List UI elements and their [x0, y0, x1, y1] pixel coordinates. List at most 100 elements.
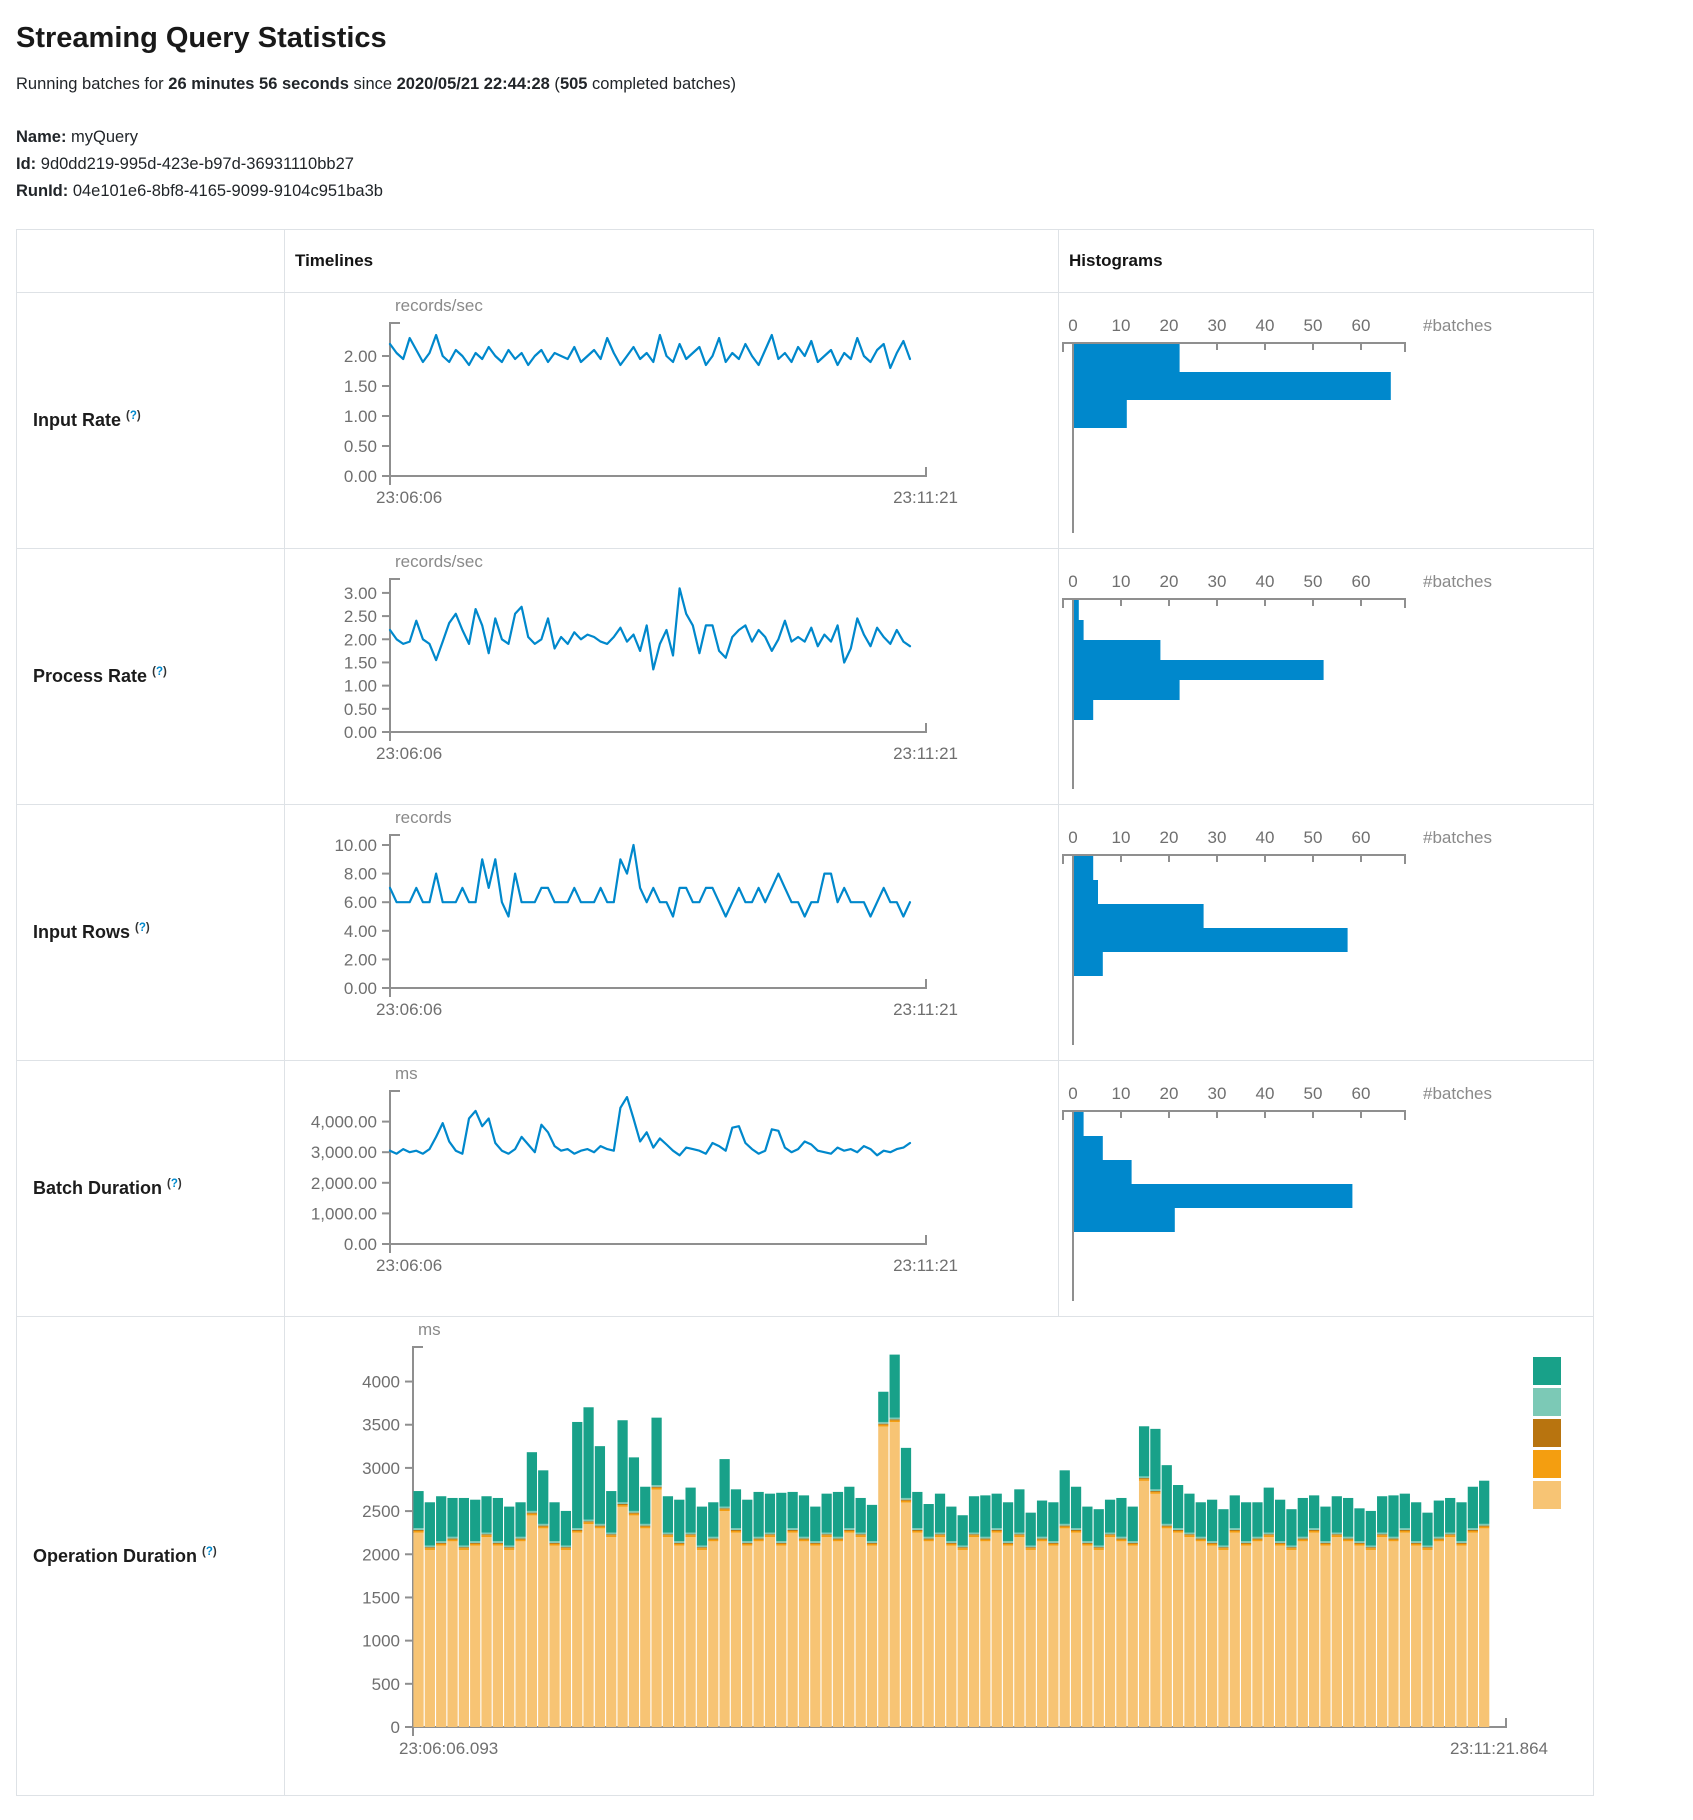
svg-text:0: 0 — [1068, 1084, 1077, 1103]
svg-text:50: 50 — [1304, 572, 1323, 591]
svg-text:23:06:06: 23:06:06 — [376, 744, 442, 763]
svg-text:#batches: #batches — [1423, 1084, 1492, 1103]
query-id-line: Id: 9d0dd219-995d-423e-b97d-36931110bb27 — [16, 155, 1693, 174]
svg-text:40: 40 — [1256, 828, 1275, 847]
summary-prefix: Running batches for — [16, 75, 169, 93]
svg-text:20: 20 — [1160, 316, 1179, 335]
svg-text:50: 50 — [1304, 1084, 1323, 1103]
query-meta: Name: myQuery Id: 9d0dd219-995d-423e-b97… — [16, 128, 1693, 201]
svg-text:1.50: 1.50 — [344, 653, 377, 672]
svg-text:23:11:21: 23:11:21 — [893, 744, 958, 763]
completed-batches-count: 505 — [559, 75, 588, 93]
svg-text:1.00: 1.00 — [344, 407, 377, 426]
svg-text:3000: 3000 — [362, 1459, 400, 1478]
svg-text:20: 20 — [1160, 572, 1179, 591]
svg-text:20: 20 — [1160, 828, 1179, 847]
svg-text:10: 10 — [1112, 316, 1131, 335]
duration-value: 26 minutes 56 seconds — [168, 75, 349, 93]
svg-text:23:06:06: 23:06:06 — [376, 488, 442, 507]
svg-text:23:11:21: 23:11:21 — [893, 1256, 958, 1275]
process-rate-histogram-chart: 0 10 20 30 40 50 60 #batches — [1060, 550, 1593, 804]
svg-text:ms: ms — [395, 1064, 418, 1083]
svg-text:0.50: 0.50 — [344, 700, 377, 719]
start-timestamp: 2020/05/21 22:44:28 — [396, 75, 550, 93]
input-rows-histogram-chart: 0 10 20 30 40 50 60 #batches — [1060, 806, 1593, 1060]
header-row: Timelines Histograms — [16, 229, 1594, 293]
svg-text:0: 0 — [1068, 316, 1077, 335]
help-icon[interactable]: (?) — [126, 410, 141, 422]
svg-text:40: 40 — [1256, 1084, 1275, 1103]
svg-text:0: 0 — [1068, 828, 1077, 847]
operation-duration-legend — [1533, 1357, 1561, 1509]
svg-text:2.00: 2.00 — [344, 630, 377, 649]
input-rate-histogram-chart: 0 10 20 30 40 50 60 #batches — [1060, 294, 1593, 548]
runid-label: RunId: — [16, 182, 69, 200]
svg-text:1000: 1000 — [362, 1632, 400, 1651]
help-icon[interactable]: (?) — [152, 666, 167, 678]
svg-text:0.00: 0.00 — [344, 467, 377, 486]
svg-text:60: 60 — [1352, 1084, 1371, 1103]
svg-text:3,000.00: 3,000.00 — [311, 1143, 377, 1162]
row-input-rate: Input Rate (?) records/sec 0.00 0.50 1.00 1.… — [16, 292, 1594, 549]
svg-text:10: 10 — [1112, 1084, 1131, 1103]
svg-text:4000: 4000 — [362, 1373, 400, 1392]
row-label-batch-duration: Batch Duration (?) — [16, 1060, 285, 1317]
svg-text:1,000.00: 1,000.00 — [311, 1204, 377, 1223]
svg-text:0.50: 0.50 — [344, 437, 377, 456]
svg-text:records/sec: records/sec — [395, 296, 483, 315]
svg-text:30: 30 — [1208, 1084, 1227, 1103]
svg-text:2,000.00: 2,000.00 — [311, 1174, 377, 1193]
svg-text:1.00: 1.00 — [344, 677, 377, 696]
svg-text:40: 40 — [1256, 316, 1275, 335]
row-label-input-rows: Input Rows (?) — [16, 804, 285, 1061]
svg-text:0: 0 — [391, 1718, 400, 1737]
svg-text:3.00: 3.00 — [344, 584, 377, 603]
row-label-input-rate: Input Rate (?) — [16, 292, 285, 549]
svg-text:records/sec: records/sec — [395, 552, 483, 571]
statistics-table: Timelines Histograms Input Rate (?) reco… — [16, 229, 1594, 1796]
svg-text:4,000.00: 4,000.00 — [311, 1113, 377, 1132]
svg-text:3500: 3500 — [362, 1416, 400, 1435]
name-label: Name: — [16, 128, 67, 146]
svg-text:#batches: #batches — [1423, 828, 1492, 847]
svg-text:50: 50 — [1304, 316, 1323, 335]
svg-text:23:06:06: 23:06:06 — [376, 1256, 442, 1275]
input-rate-timeline-chart: records/sec 0.00 0.50 1.00 1.50 2.00 23:06:06 2… — [286, 294, 1058, 548]
header-timelines: Timelines — [284, 229, 1059, 293]
help-icon[interactable]: (?) — [135, 922, 150, 934]
id-label: Id: — [16, 155, 37, 173]
svg-text:#batches: #batches — [1423, 572, 1492, 591]
svg-text:2500: 2500 — [362, 1502, 400, 1521]
row-process-rate: Process Rate (?) records/sec 0.00 0.50 1.00… — [16, 548, 1594, 805]
svg-text:6.00: 6.00 — [344, 893, 377, 912]
svg-text:23:11:21: 23:11:21 — [893, 1000, 958, 1019]
help-icon[interactable]: (?) — [167, 1178, 182, 1190]
svg-text:8.00: 8.00 — [344, 865, 377, 884]
help-icon[interactable]: (?) — [202, 1545, 217, 1558]
svg-text:1.50: 1.50 — [344, 377, 377, 396]
svg-text:2000: 2000 — [362, 1545, 400, 1564]
svg-text:30: 30 — [1208, 828, 1227, 847]
running-summary: Running batches for 26 minutes 56 second… — [16, 75, 1693, 94]
name-value: myQuery — [71, 128, 138, 146]
svg-text:20: 20 — [1160, 1084, 1179, 1103]
batch-duration-timeline-chart: ms 0.00 1,000.00 2,000.00 3,000.00 4,000.00 23… — [286, 1062, 1058, 1316]
svg-text:23:06:06: 23:06:06 — [376, 1000, 442, 1019]
svg-text:60: 60 — [1352, 828, 1371, 847]
svg-text:60: 60 — [1352, 316, 1371, 335]
svg-text:500: 500 — [372, 1675, 400, 1694]
svg-text:10: 10 — [1112, 828, 1131, 847]
svg-text:10.00: 10.00 — [334, 836, 377, 855]
header-histograms: Histograms — [1058, 229, 1594, 293]
svg-text:40: 40 — [1256, 572, 1275, 591]
row-operation-duration: Operation Duration (?) ms 0 500 1000 1500 200… — [16, 1316, 1594, 1796]
svg-text:10: 10 — [1112, 572, 1131, 591]
svg-text:2.00: 2.00 — [344, 347, 377, 366]
batch-duration-histogram-chart: 0 10 20 30 40 50 60 #batches — [1060, 1062, 1593, 1316]
input-rows-timeline-chart: records 0.00 2.00 4.00 6.00 8.00 10.00 23:06:06… — [286, 806, 1058, 1060]
process-rate-timeline-chart: records/sec 0.00 0.50 1.00 1.50 2.00 2.50 3.00 2… — [286, 550, 1058, 804]
query-name-line: Name: myQuery — [16, 128, 1693, 147]
page-title: Streaming Query Statistics — [16, 22, 387, 54]
svg-text:records: records — [395, 808, 452, 827]
